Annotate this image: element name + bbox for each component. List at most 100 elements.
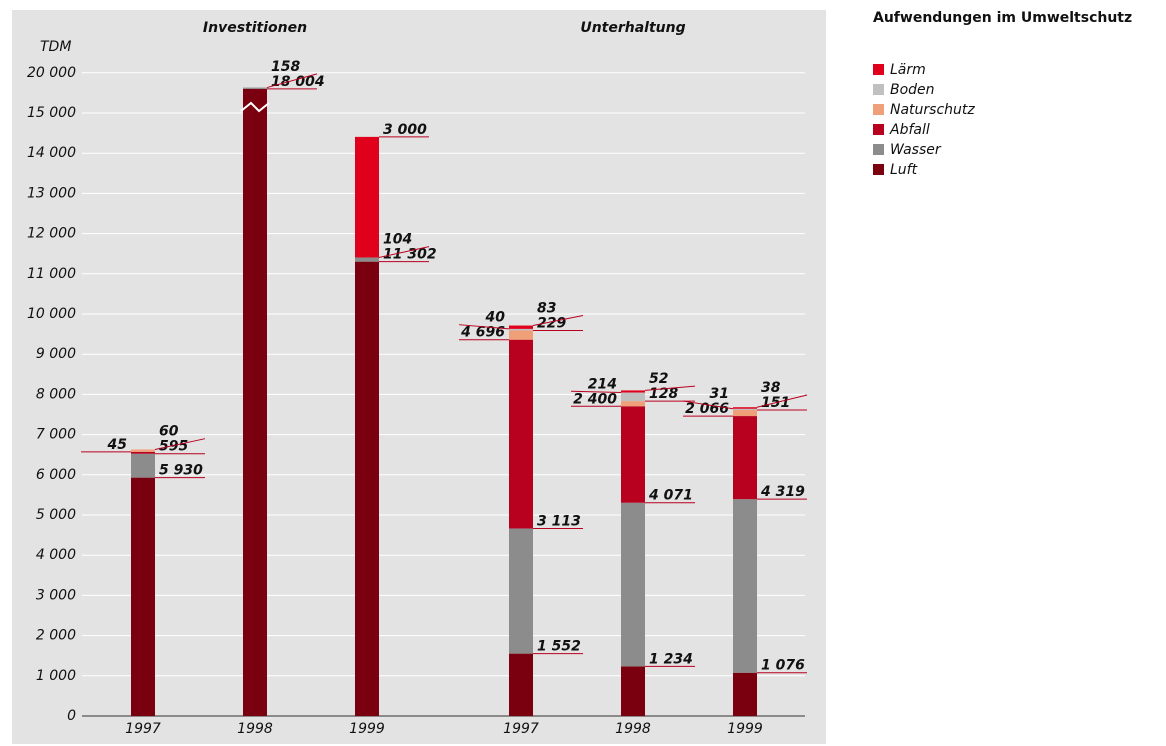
bar-segment (131, 453, 155, 478)
value-label: 4 071 (648, 488, 693, 504)
bar-segment (355, 257, 379, 262)
y-tick-label: 11 000 (27, 266, 76, 282)
leader-line (682, 400, 734, 410)
value-label: 2 066 (685, 401, 729, 417)
bar-segment (621, 502, 645, 667)
leader-line (644, 385, 696, 391)
bar-segment (621, 406, 645, 503)
leader-line (532, 314, 584, 327)
y-tick-label: 9 000 (36, 346, 76, 362)
value-label: 45 (107, 437, 128, 453)
legend-label: Wasser (890, 142, 942, 158)
legend-swatch (873, 144, 884, 155)
legend-label: Abfall (889, 122, 930, 138)
bar-segment (733, 409, 757, 417)
bar-segment (509, 325, 533, 329)
value-label: 18 004 (271, 74, 325, 90)
y-tick-label: 1 000 (36, 668, 76, 684)
value-label: 5 930 (159, 463, 203, 479)
y-tick-label: 5 000 (36, 507, 76, 523)
y-tick-label: 3 000 (36, 587, 76, 603)
value-label: 3 000 (383, 122, 427, 138)
leader-line (154, 438, 206, 450)
y-tick-label: 7 000 (36, 427, 76, 443)
x-tick-label: 1998 (615, 721, 651, 737)
group-title: Unterhaltung (580, 20, 685, 36)
bar-segment (621, 390, 645, 393)
value-label: 229 (537, 315, 566, 331)
value-label: 52 (649, 371, 668, 387)
bar-segment (621, 392, 645, 402)
leader-line (266, 73, 318, 89)
legend-swatch (873, 84, 884, 95)
legend-label: Lärm (890, 62, 926, 78)
x-tick-label: 1997 (503, 721, 539, 737)
bar-segment (243, 87, 267, 89)
x-tick-label: 1998 (237, 721, 273, 737)
y-tick-label: 14 000 (27, 145, 76, 161)
bar-segment (131, 451, 155, 454)
value-label: 3 113 (537, 513, 581, 529)
bar-segment (355, 261, 379, 716)
y-tick-label: 8 000 (36, 386, 76, 402)
leader-line (378, 246, 430, 258)
legend-swatch (873, 164, 884, 175)
bar-segment (733, 407, 757, 409)
bar-segment (131, 477, 155, 716)
bar-segment (243, 88, 267, 716)
bar-segment (621, 666, 645, 716)
value-label: 214 (588, 376, 617, 392)
y-tick-label: 0 (67, 708, 76, 724)
x-tick-label: 1997 (125, 721, 161, 737)
legend-swatch (873, 124, 884, 135)
y-tick-label: 20 000 (27, 65, 76, 81)
y-tick-label: 15 000 (27, 105, 76, 121)
value-label: 4 319 (760, 484, 805, 500)
value-label: 40 (485, 310, 506, 326)
value-label: 128 (649, 386, 678, 402)
bar-segment (509, 330, 533, 340)
value-label: 31 (710, 386, 729, 402)
bar-segment (733, 416, 757, 500)
value-label: 1 076 (761, 658, 805, 674)
y-tick-label: 10 000 (27, 306, 76, 322)
value-label: 595 (159, 439, 188, 455)
leader-line (570, 390, 622, 394)
value-label: 1 552 (537, 639, 581, 655)
bar-segment (509, 528, 533, 654)
group-title: Investitionen (203, 20, 307, 36)
legend-swatch (873, 104, 884, 115)
value-label: 1 234 (649, 651, 693, 667)
axis-break (240, 101, 270, 113)
value-label: 2 400 (573, 391, 617, 407)
y-tick-label: 2 000 (36, 628, 76, 644)
value-label: 60 (159, 424, 179, 440)
y-tick-label: 13 000 (27, 185, 76, 201)
value-label: 11 302 (383, 247, 437, 263)
x-tick-label: 1999 (349, 721, 385, 737)
legend-title: Aufwendungen im Umweltschutz (873, 10, 1132, 26)
value-label: 38 (761, 380, 781, 396)
x-tick-label: 1999 (727, 721, 763, 737)
legend-label: Luft (890, 162, 918, 178)
y-tick-label: 4 000 (36, 547, 76, 563)
value-label: 158 (271, 59, 300, 75)
bar-segment (509, 653, 533, 716)
bar-segment (733, 672, 757, 716)
value-label: 83 (537, 300, 556, 316)
value-label: 104 (383, 232, 412, 248)
y-tick-label: 12 000 (27, 226, 76, 242)
legend-swatch (873, 64, 884, 75)
bar-segment (733, 499, 757, 673)
legend-label: Naturschutz (890, 102, 975, 118)
y-axis-label: TDM (40, 39, 71, 55)
bar-segment (131, 449, 155, 452)
bar-segment (509, 339, 533, 529)
leader-line (458, 324, 510, 330)
bar-segment (733, 408, 757, 410)
bar-segment (621, 401, 645, 407)
value-label: 4 696 (460, 325, 505, 341)
bar-segment (355, 136, 379, 258)
y-tick-label: 6 000 (36, 467, 76, 483)
